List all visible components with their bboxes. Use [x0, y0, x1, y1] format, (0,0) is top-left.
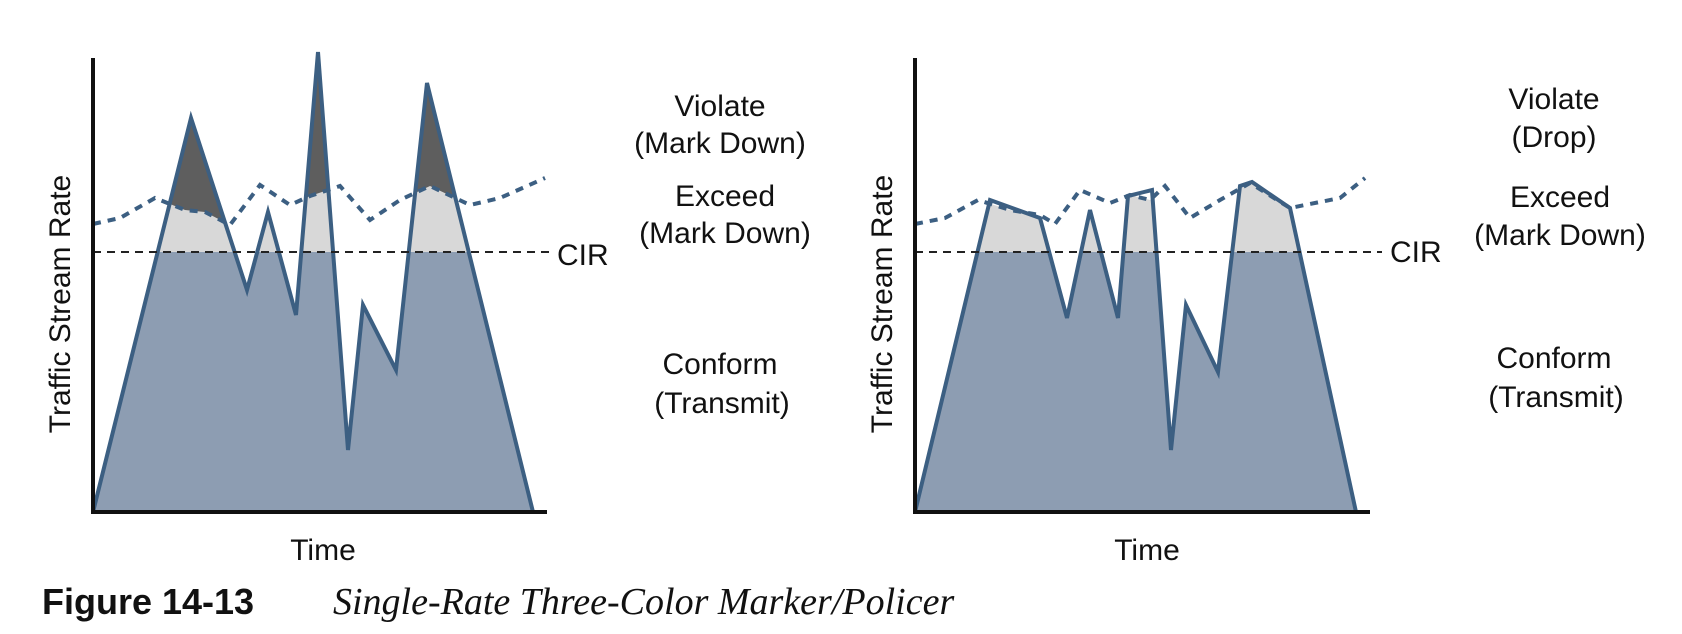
right-violate-label-2: (Drop) — [1511, 121, 1596, 154]
left-exceed-label-1: Exceed — [675, 180, 775, 213]
left-cir-label: CIR — [557, 239, 609, 272]
left-exceed-label-2: (Mark Down) — [639, 217, 811, 250]
right-panel: Traffic Stream Rate Time CIR Violate (Dr… — [866, 40, 1646, 567]
right-exceed-label-1: Exceed — [1510, 181, 1610, 214]
left-conform-label-1: Conform — [662, 348, 777, 381]
left-pir-curve — [92, 176, 546, 228]
right-x-axis-label: Time — [1114, 534, 1180, 567]
right-y-axis-label: Traffic Stream Rate — [866, 175, 899, 433]
caption-title: Single-Rate Three-Color Marker/Policer — [333, 581, 954, 623]
figure-caption: Figure 14-13 Single-Rate Three-Color Mar… — [42, 581, 954, 623]
right-conform-label-1: Conform — [1496, 342, 1611, 375]
right-outside-mask — [915, 40, 1375, 512]
left-x-axis-label: Time — [290, 534, 356, 567]
right-axes — [913, 58, 1370, 514]
right-pir-curve — [914, 176, 1367, 227]
left-y-axis-label: Traffic Stream Rate — [44, 175, 77, 433]
caption-number: Figure 14-13 — [42, 581, 254, 622]
left-traffic-outline — [91, 51, 535, 513]
left-axes — [91, 58, 547, 514]
right-conform-area — [915, 252, 1355, 512]
left-conform-label-2: (Transmit) — [654, 387, 790, 420]
right-cir-label: CIR — [1390, 236, 1442, 269]
left-violate-label-1: Violate — [674, 90, 765, 123]
left-violate-label-2: (Mark Down) — [634, 127, 806, 160]
right-conform-label-2: (Transmit) — [1488, 381, 1624, 414]
right-exceed-label-2: (Mark Down) — [1474, 219, 1646, 252]
left-conform-area — [93, 252, 533, 512]
right-violate-label-1: Violate — [1508, 83, 1599, 116]
left-panel: Traffic Stream Rate Time CIR Violate (Ma… — [44, 40, 811, 567]
